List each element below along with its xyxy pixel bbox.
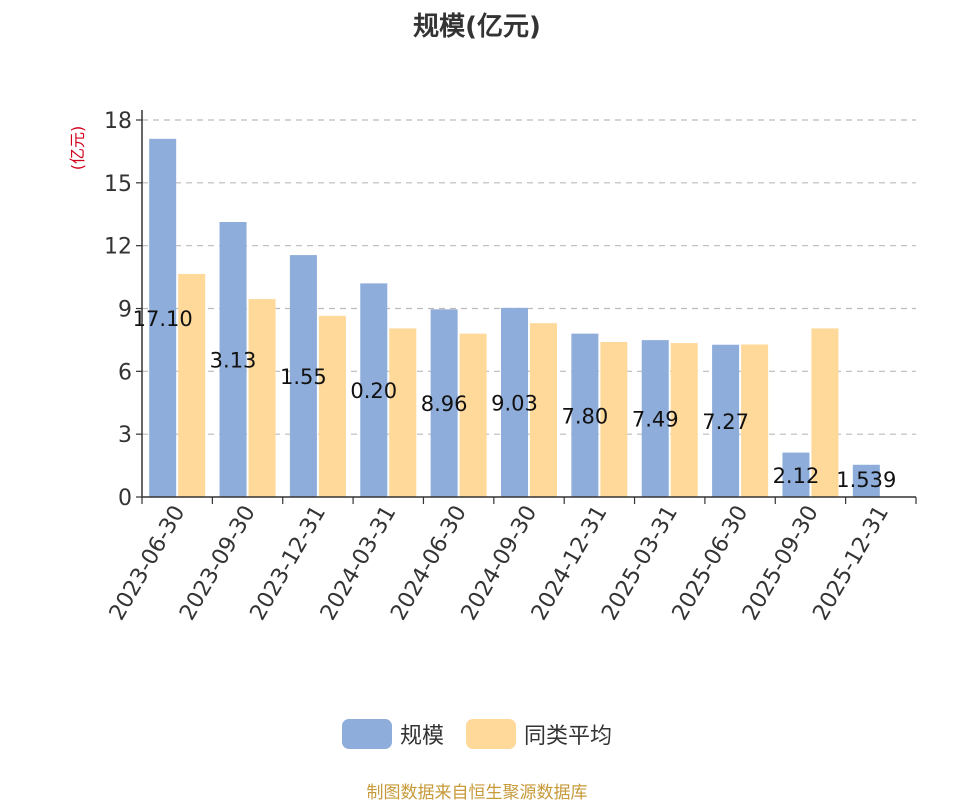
legend: 规模 同类平均 (0, 718, 954, 750)
y-tick-label: 15 (104, 172, 132, 197)
bar-peer-average[interactable] (389, 328, 417, 497)
chart-title: 规模(亿元) (413, 12, 541, 42)
bar-scale[interactable] (782, 452, 810, 497)
bar-scale[interactable] (289, 255, 317, 497)
data-label: 1.55 (280, 365, 327, 389)
data-label: 8.96 (421, 392, 468, 416)
bar-scale[interactable] (852, 464, 880, 497)
legend-label-scale: 规模 (399, 724, 444, 749)
legend-label-peer-average: 同类平均 (524, 724, 613, 749)
data-label: 3.13 (210, 348, 257, 372)
legend-swatch-peer-average (466, 719, 516, 749)
data-label: 17.10 (133, 307, 193, 331)
y-tick-label: 18 (104, 109, 132, 134)
bar-peer-average[interactable] (530, 323, 557, 497)
bar-scale[interactable] (571, 333, 599, 497)
legend-item-scale[interactable]: 规模 (341, 718, 444, 750)
y-tick-label: 0 (118, 486, 132, 511)
bar-scale[interactable] (149, 138, 177, 497)
bar-peer-average[interactable] (318, 315, 346, 497)
data-label: 9.03 (491, 391, 538, 415)
data-label: 7.27 (702, 410, 749, 434)
bar-scale[interactable] (712, 344, 740, 497)
bar-scale[interactable] (219, 221, 247, 497)
y-axis-label: (亿元) (68, 126, 87, 171)
data-label: 7.49 (632, 408, 679, 432)
bar-peer-average[interactable] (459, 333, 487, 497)
data-label: 7.80 (561, 404, 608, 428)
x-tick-label: 2025-12-31 (808, 502, 894, 625)
bar-peer-average[interactable] (248, 299, 276, 497)
bar-peer-average[interactable] (178, 273, 206, 497)
y-tick-label: 6 (118, 360, 132, 385)
bar-peer-average[interactable] (600, 342, 628, 497)
legend-item-peer-average[interactable]: 同类平均 (466, 718, 612, 750)
y-tick-label: 3 (118, 423, 132, 448)
y-tick-label: 12 (104, 235, 132, 260)
bar-peer-average[interactable] (670, 343, 698, 497)
data-labels: 17.10 3.13 1.55 0.20 8.96 9.03 7.80 7.49 7.27 2.1… (133, 307, 897, 492)
data-label: 2.12 (773, 464, 820, 488)
data-label: 0.20 (350, 379, 397, 403)
bar-scale[interactable] (360, 283, 388, 497)
data-label: 1.539 (836, 468, 896, 492)
bar-scale[interactable] (430, 309, 458, 497)
bar-scale[interactable] (501, 307, 528, 497)
bar-peer-average[interactable] (741, 344, 769, 497)
bar-scale[interactable] (641, 340, 669, 497)
source-note: 制图数据来自恒生聚源数据库 (366, 783, 588, 803)
legend-swatch-scale (341, 719, 392, 749)
bars (149, 138, 880, 497)
grid-lines (142, 119, 916, 435)
y-tick-label: 9 (118, 298, 132, 323)
bar-peer-average[interactable] (811, 328, 839, 497)
